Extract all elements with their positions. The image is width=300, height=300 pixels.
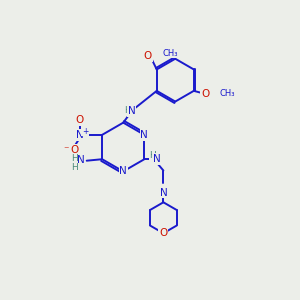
Text: H: H [124, 106, 131, 115]
Text: N: N [76, 130, 84, 140]
Text: H: H [149, 151, 156, 160]
Text: O: O [159, 228, 167, 238]
Text: N: N [160, 188, 167, 197]
Text: H: H [71, 163, 78, 172]
Text: O: O [76, 115, 84, 125]
Text: O: O [70, 145, 79, 155]
Text: N: N [128, 106, 135, 116]
Text: N: N [119, 167, 127, 176]
Text: N: N [153, 154, 161, 164]
Text: CH₃: CH₃ [220, 89, 236, 98]
Text: CH₃: CH₃ [163, 49, 178, 58]
Text: N: N [140, 130, 148, 140]
Text: ⁻: ⁻ [64, 145, 69, 155]
Text: O: O [144, 51, 152, 61]
Text: +: + [82, 127, 88, 136]
Text: H: H [71, 154, 78, 163]
Text: O: O [201, 89, 209, 99]
Text: N: N [77, 155, 85, 165]
